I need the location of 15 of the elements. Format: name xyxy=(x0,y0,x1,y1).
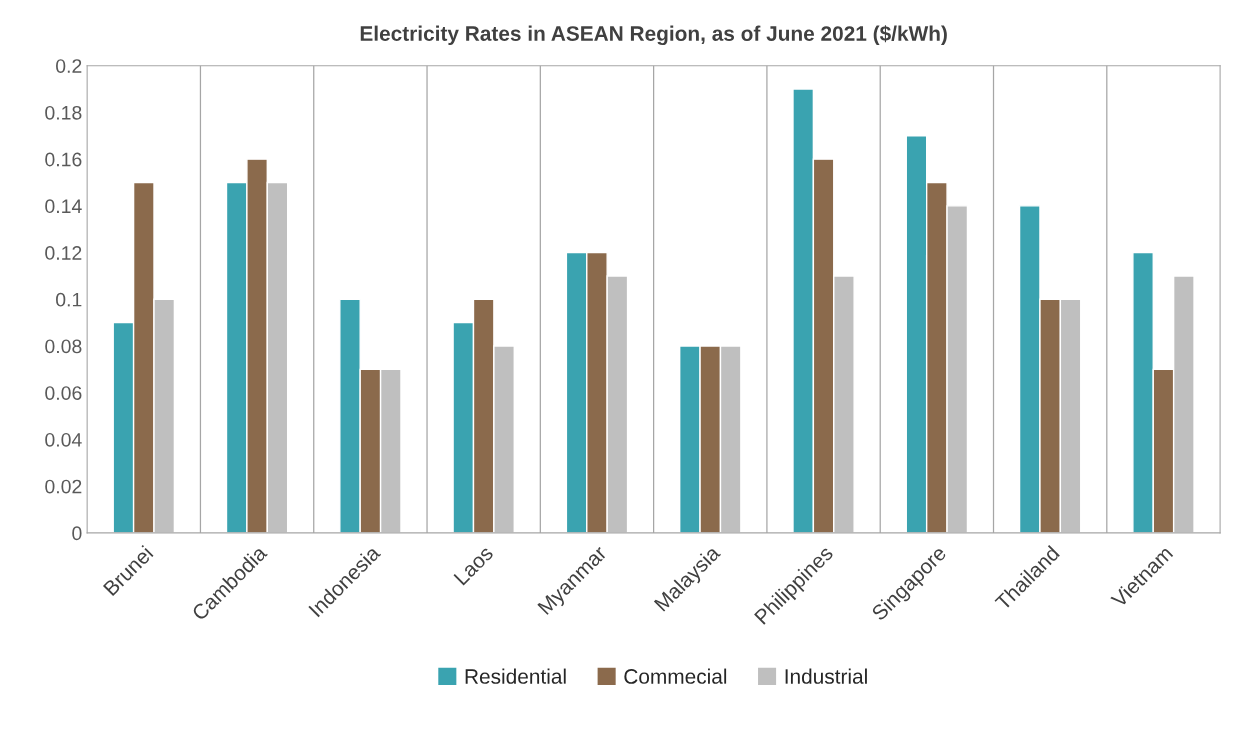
y-tick-label: 0.16 xyxy=(45,152,82,167)
legend-label: Residential xyxy=(465,668,566,684)
y-tick-label: 0.2 xyxy=(56,59,82,73)
y-tick-label: 0 xyxy=(72,526,82,541)
y-tick-label: 0.1 xyxy=(56,292,82,307)
y-tick-label: 0.14 xyxy=(45,199,82,214)
y-tick-label: 0.08 xyxy=(45,339,82,354)
legend-label: Industrial xyxy=(785,668,867,684)
y-tick-label: 0.06 xyxy=(45,386,82,400)
chart-title: Electricity Rates in ASEAN Region, as of June 2021 ($/kWh) xyxy=(360,25,947,46)
y-tick-label: 0.18 xyxy=(45,105,82,120)
y-tick-label: 0.12 xyxy=(45,246,82,260)
y-tick-label: 0.02 xyxy=(45,479,82,494)
y-tick-label: 0.04 xyxy=(45,432,82,447)
legend-label: Commecial xyxy=(624,668,727,684)
